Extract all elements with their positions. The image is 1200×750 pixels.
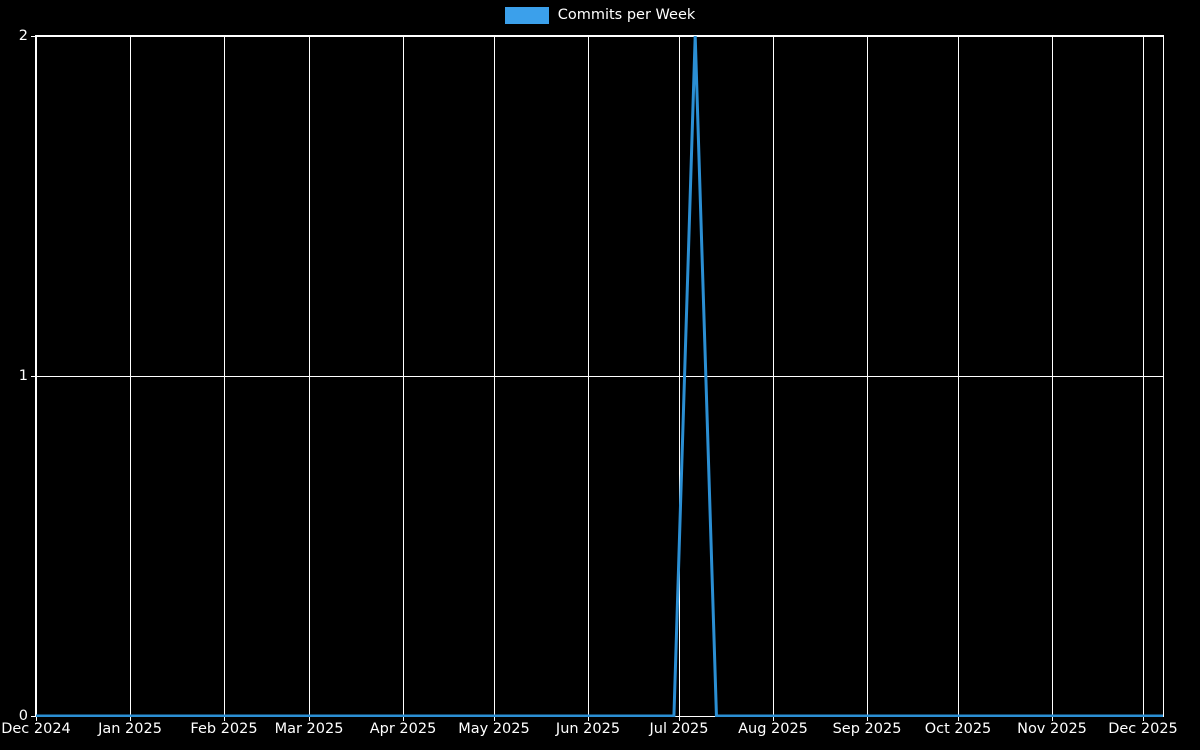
right-axis-spine — [1163, 36, 1164, 717]
y-axis-tick-label-1: 1 — [18, 367, 28, 384]
legend-swatch-icon — [504, 6, 549, 24]
plot-area — [35, 35, 1164, 717]
plot-svg — [36, 36, 1163, 717]
x-axis-tick-label-jan-2025: Jan 2025 — [98, 721, 162, 737]
y-axis-spine — [35, 36, 36, 717]
x-axis-tick-mark-jun-2025 — [588, 716, 589, 721]
chart-legend: Commits per Week — [0, 0, 1200, 30]
x-axis-tick-mark-nov-2025 — [1052, 716, 1053, 721]
x-axis-tick-mark-mar-2025 — [309, 716, 310, 721]
x-axis-tick-label-dec-2024: Dec 2024 — [1, 721, 71, 737]
x-axis-tick-label-mar-2025: Mar 2025 — [274, 721, 344, 737]
series-line-commits-per-week — [36, 36, 1163, 717]
x-axis-tick-label-oct-2025: Oct 2025 — [924, 721, 992, 737]
y-axis-tick-mark-1 — [31, 376, 36, 377]
x-axis-tick-mark-jul-2025 — [679, 716, 680, 721]
x-axis-tick-mark-may-2025 — [494, 716, 495, 721]
x-axis-tick-label-dec-2025: Dec 2025 — [1108, 721, 1178, 737]
x-axis-tick-label-nov-2025: Nov 2025 — [1017, 721, 1087, 737]
legend-entry-commits-per-week: Commits per Week — [504, 6, 696, 24]
top-axis-spine — [35, 35, 1164, 36]
x-axis-tick-label-jul-2025: Jul 2025 — [649, 721, 709, 737]
x-axis-tick-mark-sep-2025 — [867, 716, 868, 721]
x-axis-tick-label-feb-2025: Feb 2025 — [190, 721, 258, 737]
x-axis-tick-mark-oct-2025 — [958, 716, 959, 721]
x-axis-tick-label-aug-2025: Aug 2025 — [738, 721, 808, 737]
y-axis-tick-mark-2 — [31, 36, 36, 37]
horizontal-gridlines — [36, 36, 1163, 717]
x-axis-tick-label-jun-2025: Jun 2025 — [555, 721, 621, 737]
x-axis-tick-label-sep-2025: Sep 2025 — [832, 721, 902, 737]
x-axis-tick-label-may-2025: May 2025 — [458, 721, 530, 737]
x-axis-tick-mark-dec-2024 — [36, 716, 37, 721]
x-axis-tick-mark-apr-2025 — [403, 716, 404, 721]
y-axis-tick-label-0: 0 — [18, 707, 28, 724]
x-axis-tick-mark-aug-2025 — [773, 716, 774, 721]
legend-label: Commits per Week — [557, 6, 696, 23]
x-axis-tick-mark-jan-2025 — [130, 716, 131, 721]
y-axis-tick-mark-0 — [31, 716, 36, 717]
x-axis-tick-mark-dec-2025 — [1143, 716, 1144, 721]
vertical-gridlines — [36, 36, 1144, 717]
x-axis-tick-mark-feb-2025 — [224, 716, 225, 721]
y-axis-tick-label-2: 2 — [18, 27, 28, 44]
x-axis-tick-label-apr-2025: Apr 2025 — [369, 721, 437, 737]
